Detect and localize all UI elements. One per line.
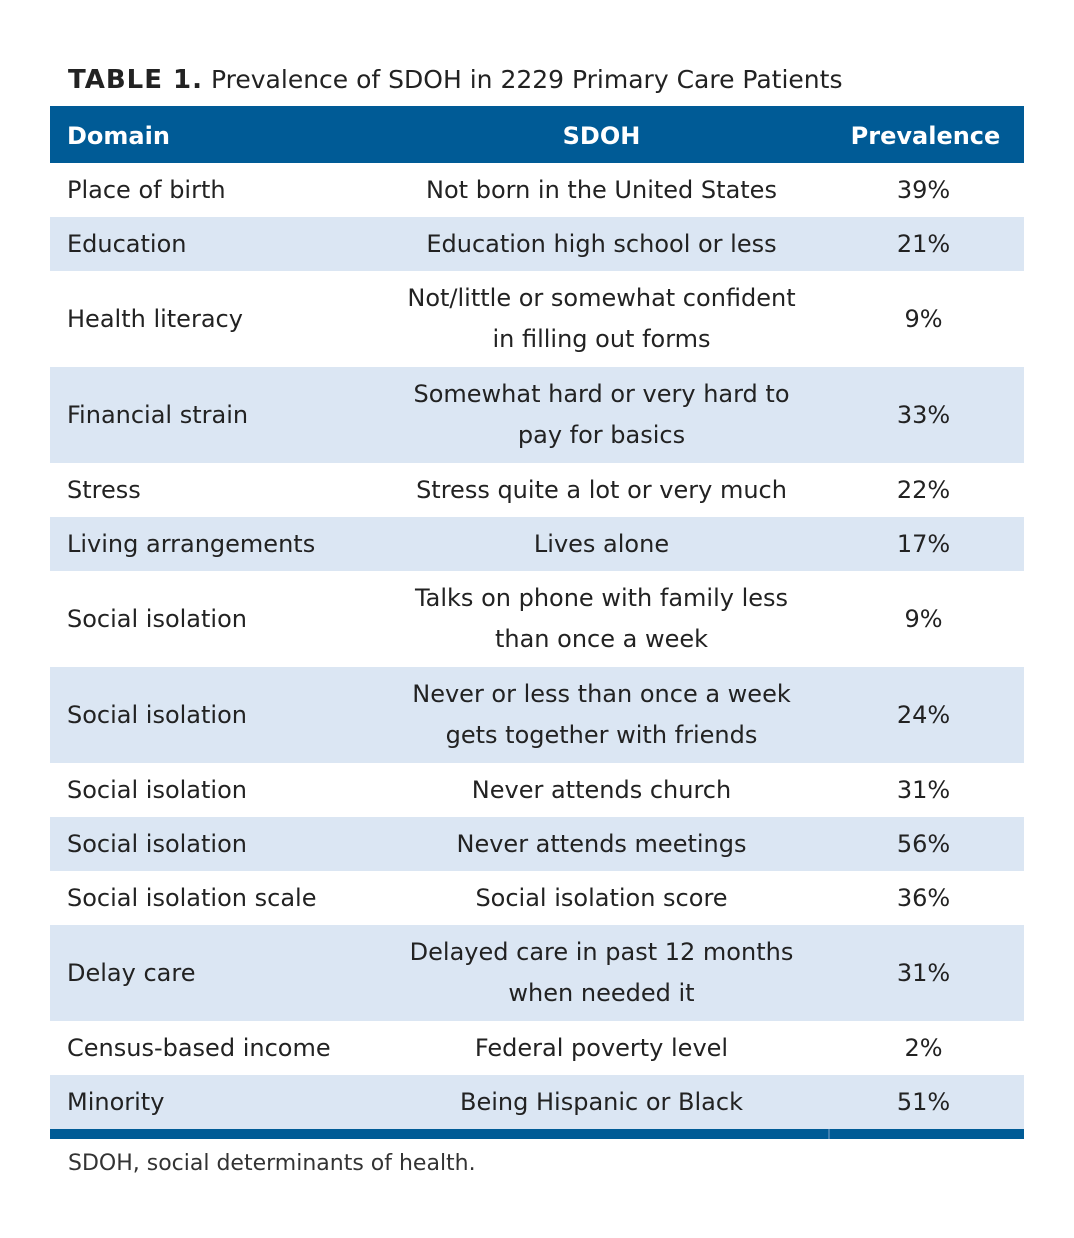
cell-prevalence: 9% [904,304,943,333]
table-footnote: SDOH, social determinants of health. [68,1151,476,1176]
cell-domain: Social isolation [67,700,247,729]
header-prevalence: Prevalence [850,121,1001,150]
cell-sdoh: Never attends meetings [380,824,823,865]
table-row: Stress Stress quite a lot or very much 22% [50,463,1024,517]
table-row: Social isolation Never attends church 31% [50,763,1024,817]
cell-sdoh: Federal poverty level [380,1028,823,1069]
table-header-row: Domain SDOH Prevalence [50,108,1024,163]
table-caption: TABLE 1. Prevalence of SDOH in 2229 Prima… [68,62,842,98]
table-bottom-rule [50,1129,1024,1139]
cell-domain: Social isolation [67,775,247,804]
table-row: Place of birth Not born in the United Sta… [50,163,1024,217]
cell-sdoh-line: Not born in the United States [426,175,777,204]
table-row: Financial strain Somewhat hard or very ha… [50,367,1024,463]
cell-sdoh-line: pay for basics [517,421,686,449]
cell-sdoh: Being Hispanic or Black [380,1082,823,1123]
cell-prevalence: 21% [896,229,951,258]
cell-sdoh: Never or less than once a week gets toget… [380,674,823,756]
cell-prevalence: 24% [896,700,951,729]
cell-sdoh: Somewhat hard or very hard to pay for bas… [380,374,823,456]
table-title: Prevalence of SDOH in 2229 Primary Care … [211,65,843,94]
cell-domain: Stress [67,475,141,504]
cell-sdoh-line: than once a week [494,625,709,653]
cell-prevalence: 2% [904,1033,943,1062]
header-domain: Domain [67,121,170,150]
table-label: TABLE 1. [68,65,204,95]
cell-sdoh: Never attends church [380,770,823,811]
cell-sdoh-line: Education high school or less [426,229,777,258]
cell-sdoh: Lives alone [380,524,823,565]
table-row: Minority Being Hispanic or Black 51% [50,1075,1024,1129]
cell-prevalence: 9% [904,604,943,633]
cell-sdoh-line: Not/little or somewhat confident [407,284,796,312]
cell-sdoh: Delayed care in past 12 months when neede… [380,932,823,1014]
table-row: Census-based income Federal poverty level… [50,1021,1024,1075]
cell-prevalence: 31% [896,775,951,804]
cell-sdoh-line: Never attends meetings [456,829,747,858]
table-row: Social isolation Talks on phone with fami… [50,571,1024,667]
cell-sdoh-line: in filling out forms [492,325,711,353]
cell-prevalence: 17% [896,529,951,558]
cell-sdoh-line: gets together with friends [445,721,758,749]
cell-domain: Census-based income [67,1033,331,1062]
cell-domain: Financial strain [67,400,249,429]
cell-sdoh-line: Social isolation score [475,883,728,912]
cell-domain: Social isolation [67,829,247,858]
cell-prevalence: 33% [896,400,951,429]
cell-sdoh: Talks on phone with family less than once… [380,578,823,660]
cell-sdoh: Not born in the United States [380,170,823,211]
cell-domain: Delay care [67,958,196,987]
cell-sdoh: Not/little or somewhat confident in filli… [380,278,823,360]
cell-domain: Health literacy [67,304,243,333]
sdoh-table: Domain SDOH Prevalence Place of birth Not… [50,106,1024,1139]
cell-prevalence: 22% [896,475,951,504]
cell-sdoh-line: Somewhat hard or very hard to [413,380,790,408]
cell-domain: Minority [67,1087,165,1116]
table-row: Health literacy Not/little or somewhat co… [50,271,1024,367]
table-row: Living arrangements Lives alone 17% [50,517,1024,571]
table-row: Social isolation scale Social isolation s… [50,871,1024,925]
cell-sdoh-line: Being Hispanic or Black [460,1087,743,1116]
cell-sdoh-line: Stress quite a lot or very much [416,475,787,504]
cell-prevalence: 56% [896,829,951,858]
table-row: Education Education high school or less 21… [50,217,1024,271]
cell-domain: Social isolation [67,604,247,633]
cell-sdoh: Social isolation score [380,878,823,919]
cell-sdoh-line: Never attends church [471,775,732,804]
cell-prevalence: 51% [896,1087,951,1116]
cell-sdoh: Education high school or less [380,224,823,265]
cell-domain: Social isolation scale [67,883,317,912]
cell-sdoh-line: Delayed care in past 12 months [409,938,794,966]
cell-sdoh-line: Lives alone [533,529,670,558]
table-top-rule [50,106,1024,108]
cell-sdoh: Stress quite a lot or very much [380,470,823,511]
table-row: Delay care Delayed care in past 12 months… [50,925,1024,1021]
cell-prevalence: 31% [896,958,951,987]
table-row: Social isolation Never or less than once … [50,667,1024,763]
cell-domain: Education [67,229,187,258]
cell-sdoh-line: Talks on phone with family less [414,584,789,612]
cell-prevalence: 36% [896,883,951,912]
cell-sdoh-line: Never or less than once a week [412,680,791,708]
table-body: Place of birth Not born in the United Sta… [50,163,1024,1129]
header-sdoh: SDOH [562,121,641,150]
cell-prevalence: 39% [896,175,951,204]
cell-sdoh-line: Federal poverty level [474,1033,729,1062]
cell-domain: Living arrangements [67,529,316,558]
table-row: Social isolation Never attends meetings 56… [50,817,1024,871]
cell-sdoh-line: when needed it [508,979,695,1007]
cell-domain: Place of birth [67,175,226,204]
